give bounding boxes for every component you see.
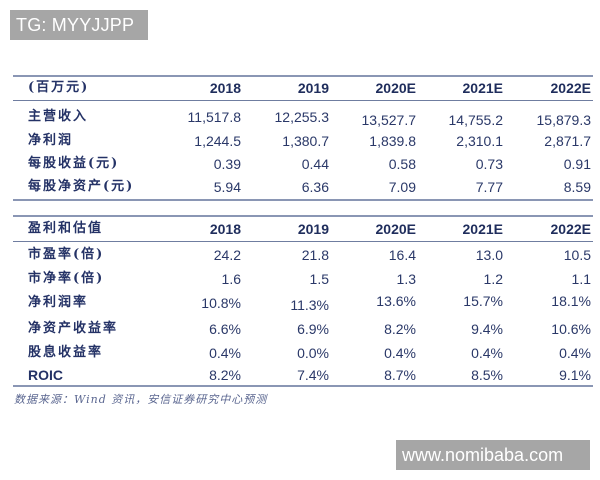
source-caption: 数据来源：Wind 资讯，安信证券研究中心预测	[14, 393, 268, 406]
cell-value: 15,879.3	[536, 112, 592, 128]
table1-unit-label: (百万元)	[28, 80, 90, 95]
column-header-2019: 2019	[297, 221, 329, 237]
cell-value: 2,871.7	[544, 133, 591, 149]
cell-value: 0.4%	[209, 345, 241, 361]
cell-value: 1,244.5	[194, 133, 241, 149]
cell-value: 7.4%	[297, 367, 329, 383]
cell-value: 0.39	[213, 156, 241, 172]
row-label: 净利润	[28, 133, 74, 148]
table2-top-rule	[13, 215, 593, 217]
table1-bottom-rule	[13, 199, 593, 201]
table2-title-label: 盈利和估值	[28, 221, 104, 236]
cell-value: 1,380.7	[282, 133, 329, 149]
cell-value: 18.1%	[551, 293, 591, 309]
row-label: 市盈率(倍)	[28, 247, 105, 262]
table2-header-rule	[13, 241, 593, 242]
table1-header-rule	[13, 100, 593, 101]
column-header-2021e: 2021E	[462, 80, 503, 96]
cell-value: 16.4	[388, 247, 416, 263]
cell-value: 1,839.8	[369, 133, 416, 149]
table-row-roe: 净资产收益率 6.6% 6.9% 8.2% 9.4% 10.6%	[0, 318, 600, 340]
table-row-pb: 市净率(倍) 1.6 1.5 1.3 1.2 1.1	[0, 268, 600, 290]
cell-value: 1.1	[571, 271, 591, 287]
column-header-2022e: 2022E	[550, 221, 591, 237]
cell-value: 8.2%	[384, 321, 416, 337]
column-header-2020e: 2020E	[375, 221, 416, 237]
cell-value: 13.6%	[376, 293, 416, 309]
cell-value: 0.73	[475, 156, 503, 172]
cell-value: 7.77	[475, 179, 503, 195]
cell-value: 0.4%	[384, 345, 416, 361]
table1-top-rule	[13, 75, 593, 77]
cell-value: 9.1%	[559, 367, 591, 383]
row-label: 股息收益率	[28, 345, 104, 360]
cell-value: 8.59	[563, 179, 591, 195]
cell-value: 11,517.8	[187, 109, 241, 125]
cell-value: 9.4%	[471, 321, 503, 337]
cell-value: 13,527.7	[361, 112, 417, 128]
cell-value: 6.36	[301, 179, 329, 195]
cell-value: 1.5	[309, 271, 329, 287]
table-row-dividend-yield: 股息收益率 0.4% 0.0% 0.4% 0.4% 0.4%	[0, 342, 600, 364]
cell-value: 1.2	[483, 271, 503, 287]
cell-value: 0.91	[563, 156, 591, 172]
cell-value: 14,755.2	[448, 112, 504, 128]
cell-value: 8.2%	[209, 367, 241, 383]
row-label: 主营收入	[28, 109, 89, 124]
cell-value: 10.8%	[201, 295, 241, 311]
cell-value: 10.5	[563, 247, 591, 263]
cell-value: 1.6	[221, 271, 241, 287]
table-row-net-margin: 净利润率 10.8% 11.3% 13.6% 15.7% 18.1%	[0, 292, 600, 314]
cell-value: 1.3	[396, 271, 416, 287]
table-row-roic: ROIC 8.2% 7.4% 8.7% 8.5% 9.1%	[0, 364, 600, 386]
cell-value: 0.44	[301, 156, 329, 172]
cell-value: 10.6%	[551, 321, 591, 337]
row-label: 每股收益(元)	[28, 156, 120, 171]
cell-value: 21.8	[301, 247, 329, 263]
column-header-2019: 2019	[297, 80, 329, 96]
table-row-net-profit: 净利润 1,244.5 1,380.7 1,839.8 2,310.1 2,87…	[0, 130, 600, 152]
table2-bottom-rule	[13, 385, 593, 387]
column-header-2022e: 2022E	[550, 80, 591, 96]
table-row-bvps: 每股净资产(元) 5.94 6.36 7.09 7.77 8.59	[0, 176, 600, 198]
cell-value: 0.58	[388, 156, 416, 172]
table1-header-row: (百万元) 2018 2019 2020E 2021E 2022E	[0, 77, 600, 99]
table-row-revenue: 主营收入 11,517.8 12,255.3 13,527.7 14,755.2…	[0, 106, 600, 128]
cell-value: 2,310.1	[456, 133, 503, 149]
cell-value: 12,255.3	[274, 109, 330, 125]
cell-value: 8.7%	[384, 367, 416, 383]
cell-value: 0.4%	[471, 345, 503, 361]
column-header-2018: 2018	[209, 221, 241, 237]
cell-value: 13.0	[475, 247, 503, 263]
cell-value: 0.0%	[297, 345, 329, 361]
row-label: ROIC	[28, 367, 63, 383]
row-label: 净利润率	[28, 295, 89, 310]
table-row-eps: 每股收益(元) 0.39 0.44 0.58 0.73 0.91	[0, 153, 600, 175]
row-label: 净资产收益率	[28, 321, 119, 336]
table2-header-row: 盈利和估值 2018 2019 2020E 2021E 2022E	[0, 218, 600, 240]
row-label: 每股净资产(元)	[28, 179, 135, 194]
cell-value: 5.94	[213, 179, 241, 195]
cell-value: 7.09	[388, 179, 416, 195]
cell-value: 24.2	[213, 247, 241, 263]
watermark-top-left: TG: MYYJJPP	[10, 10, 148, 40]
row-label: 市净率(倍)	[28, 271, 105, 286]
cell-value: 6.9%	[297, 321, 329, 337]
column-header-2021e: 2021E	[462, 221, 503, 237]
column-header-2020e: 2020E	[375, 80, 416, 96]
cell-value: 6.6%	[209, 321, 241, 337]
watermark-bottom-right: www.nomibaba.com	[396, 440, 590, 470]
table-row-pe: 市盈率(倍) 24.2 21.8 16.4 13.0 10.5	[0, 244, 600, 266]
cell-value: 0.4%	[559, 345, 591, 361]
cell-value: 15.7%	[463, 293, 503, 309]
column-header-2018: 2018	[209, 80, 241, 96]
cell-value: 11.3%	[290, 297, 329, 313]
cell-value: 8.5%	[471, 367, 503, 383]
